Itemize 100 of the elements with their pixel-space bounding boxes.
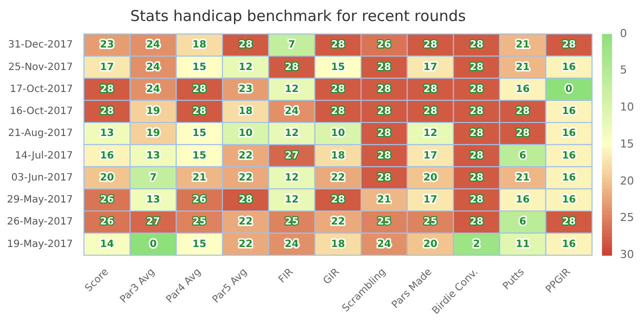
color-bar-label: 10 bbox=[620, 100, 634, 114]
data-label: 10 bbox=[330, 128, 345, 140]
data-label: 16 bbox=[562, 194, 576, 206]
x-tick-label: GIR bbox=[322, 266, 342, 287]
data-label: 16 bbox=[516, 194, 530, 206]
data-label: 2 bbox=[473, 238, 480, 250]
color-bar-label: 30 bbox=[620, 248, 634, 262]
data-label: 27 bbox=[146, 216, 160, 228]
y-tick-label: 16-Oct-2017 bbox=[10, 106, 73, 118]
data-label: 28 bbox=[377, 150, 392, 162]
data-label: 28 bbox=[516, 128, 530, 140]
data-label: 22 bbox=[330, 216, 345, 228]
data-label: 16 bbox=[562, 238, 576, 250]
color-bar-label: 25 bbox=[620, 211, 634, 224]
data-label: 16 bbox=[562, 106, 576, 118]
data-label: 25 bbox=[423, 216, 438, 228]
y-tick-label: 17-Oct-2017 bbox=[10, 84, 73, 95]
data-label: 23 bbox=[100, 40, 114, 51]
data-label: 0 bbox=[565, 84, 572, 95]
y-tick-label: 21-Aug-2017 bbox=[8, 128, 73, 140]
y-tick-label: 19-May-2017 bbox=[7, 238, 73, 250]
data-label: 28 bbox=[330, 40, 345, 51]
data-label: 16 bbox=[562, 62, 576, 73]
data-label: 17 bbox=[423, 150, 438, 162]
data-label: 28 bbox=[423, 106, 438, 118]
data-label: 20 bbox=[100, 172, 114, 184]
data-label: 22 bbox=[330, 172, 345, 184]
data-label: 28 bbox=[238, 40, 253, 51]
data-label: 18 bbox=[330, 150, 345, 162]
data-label: 22 bbox=[238, 150, 253, 162]
data-label: 25 bbox=[192, 216, 206, 228]
data-label: 28 bbox=[470, 40, 484, 51]
data-label: 28 bbox=[377, 62, 392, 73]
data-label: 28 bbox=[470, 106, 484, 118]
data-label: 15 bbox=[192, 150, 206, 162]
data-label: 24 bbox=[284, 106, 299, 118]
color-bar-label: 20 bbox=[620, 174, 634, 188]
data-label: 12 bbox=[284, 128, 299, 140]
data-label: 20 bbox=[423, 172, 438, 184]
data-label: 17 bbox=[100, 62, 114, 73]
y-tick-label: 31-Dec-2017 bbox=[8, 40, 73, 51]
data-label: 22 bbox=[238, 216, 253, 228]
data-label: 15 bbox=[192, 62, 206, 73]
data-label: 28 bbox=[470, 84, 484, 95]
color-bar-label: 0 bbox=[620, 26, 627, 40]
chart-title: Stats handicap benchmark for recent rounds bbox=[130, 6, 466, 25]
data-label: 28 bbox=[377, 172, 392, 184]
data-label: 21 bbox=[377, 194, 392, 206]
y-tick-label: 26-May-2017 bbox=[7, 216, 73, 228]
data-label: 28 bbox=[470, 150, 484, 162]
data-label: 28 bbox=[470, 194, 484, 206]
data-label: 24 bbox=[377, 238, 392, 250]
data-label: 6 bbox=[519, 150, 526, 162]
data-label: 19 bbox=[146, 128, 160, 140]
data-label: 12 bbox=[238, 62, 253, 73]
data-label: 15 bbox=[330, 62, 345, 73]
data-label: 12 bbox=[284, 172, 299, 184]
data-label: 28 bbox=[562, 216, 576, 228]
color-bar-label: 5 bbox=[620, 64, 627, 77]
data-label: 21 bbox=[516, 62, 530, 73]
data-label: 27 bbox=[284, 150, 299, 162]
data-label: 0 bbox=[150, 238, 157, 250]
data-label: 22 bbox=[238, 238, 253, 250]
data-label: 28 bbox=[100, 106, 114, 118]
data-label: 28 bbox=[562, 40, 576, 51]
color-bar-label: 15 bbox=[620, 137, 634, 150]
data-label: 28 bbox=[192, 84, 206, 95]
data-label: 12 bbox=[284, 194, 299, 206]
data-label: 14 bbox=[100, 238, 114, 250]
data-label: 13 bbox=[146, 194, 160, 206]
data-label: 21 bbox=[192, 172, 206, 184]
data-label: 12 bbox=[284, 84, 299, 95]
data-label: 28 bbox=[330, 84, 345, 95]
data-label: 28 bbox=[100, 84, 114, 95]
data-label: 16 bbox=[562, 150, 576, 162]
data-label: 15 bbox=[192, 238, 206, 250]
data-label: 17 bbox=[423, 62, 438, 73]
data-label: 26 bbox=[100, 194, 114, 206]
x-tick-label: FIR bbox=[276, 266, 296, 286]
data-label: 23 bbox=[238, 84, 253, 95]
data-label: 24 bbox=[146, 40, 160, 51]
data-label: 28 bbox=[377, 128, 392, 140]
data-label: 28 bbox=[470, 172, 484, 184]
data-label: 28 bbox=[423, 40, 438, 51]
y-tick-label: 29-May-2017 bbox=[7, 194, 73, 206]
data-label: 12 bbox=[423, 128, 438, 140]
data-label: 16 bbox=[562, 128, 576, 140]
data-label: 10 bbox=[238, 128, 253, 140]
data-label: 26 bbox=[192, 194, 206, 206]
data-label: 28 bbox=[377, 106, 392, 118]
data-label: 18 bbox=[238, 106, 253, 118]
data-label: 16 bbox=[562, 172, 576, 184]
data-label: 28 bbox=[516, 106, 530, 118]
data-label: 11 bbox=[516, 238, 530, 250]
data-label: 7 bbox=[150, 172, 157, 184]
data-label: 28 bbox=[284, 62, 299, 73]
data-label: 28 bbox=[330, 106, 345, 118]
data-label: 24 bbox=[284, 238, 299, 250]
data-label: 24 bbox=[146, 84, 160, 95]
data-label: 6 bbox=[519, 216, 526, 228]
